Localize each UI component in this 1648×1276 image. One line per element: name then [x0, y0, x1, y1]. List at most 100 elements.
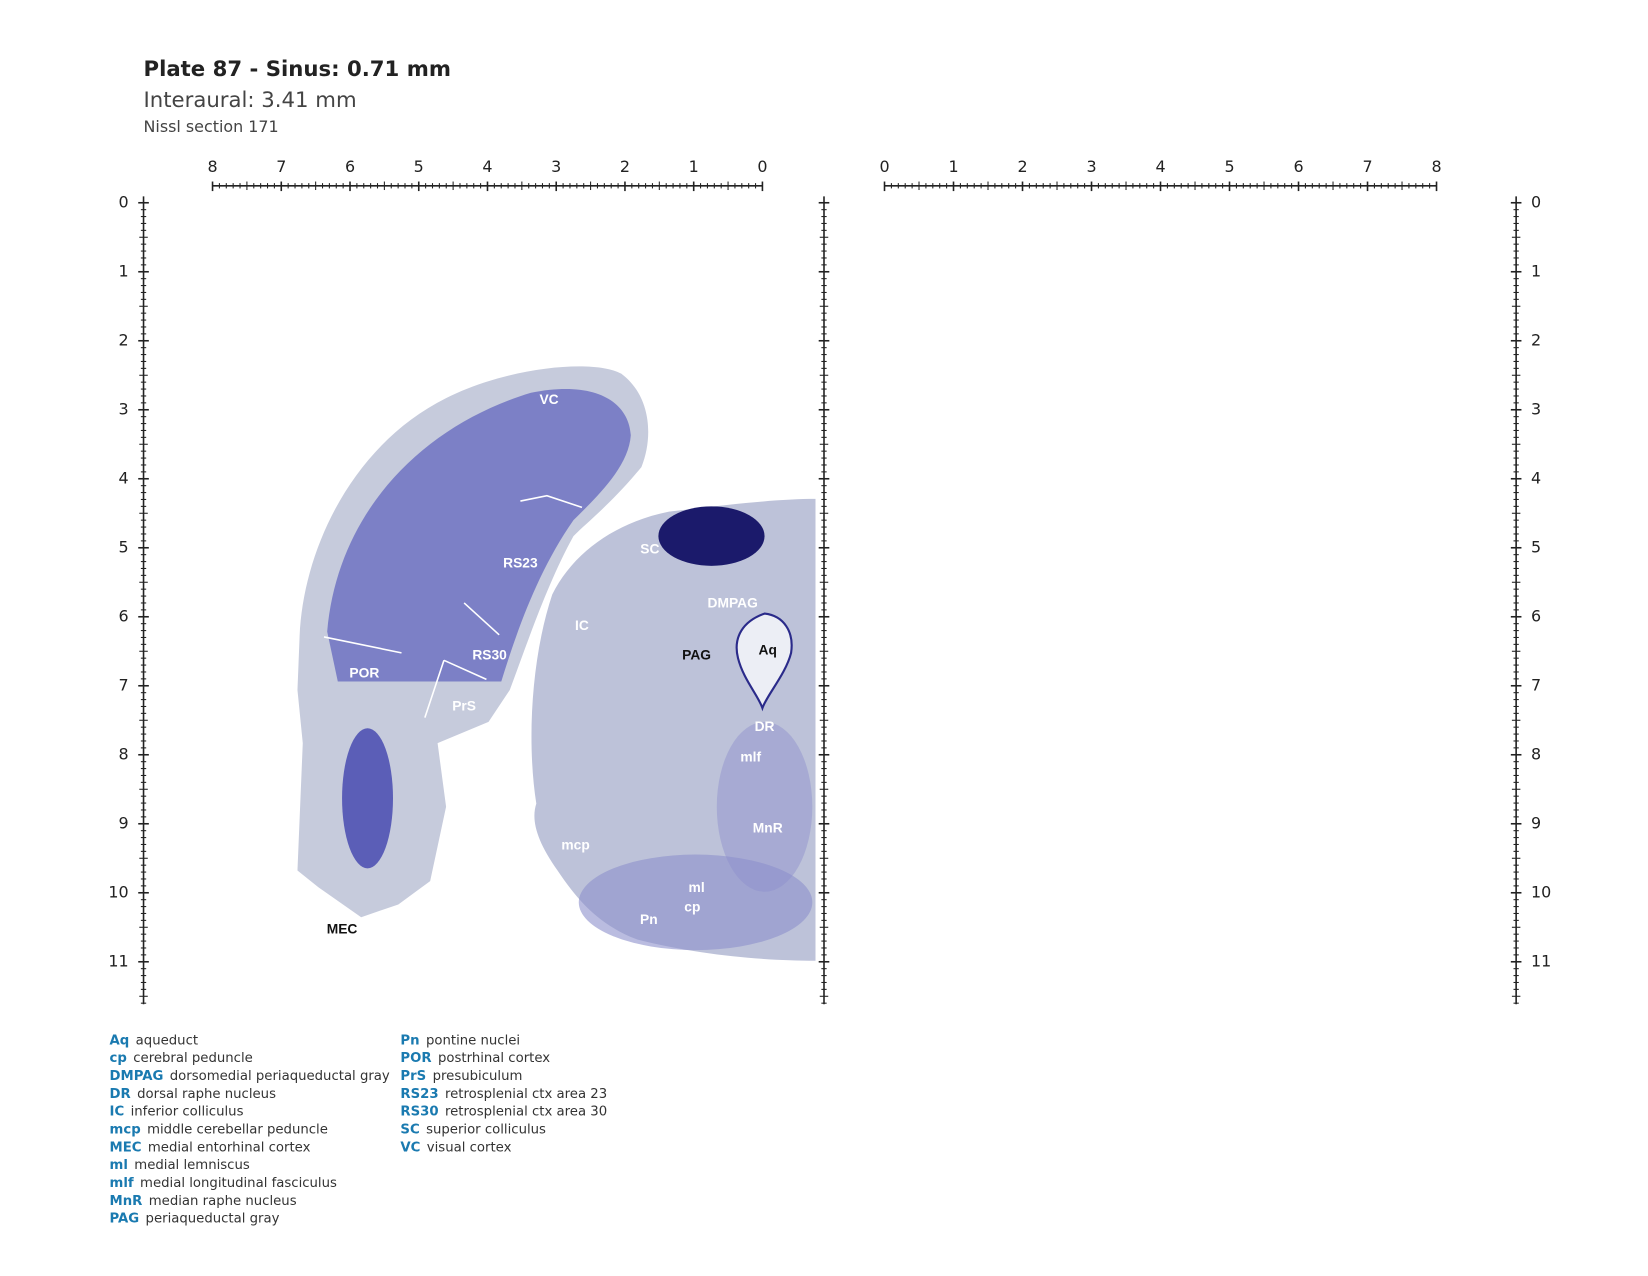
legend-abbr: mcp [110, 1123, 141, 1138]
legend-entry: RS30 retrosplenial ctx area 30 [400, 1105, 607, 1120]
region-label: ml [689, 880, 705, 895]
legend-entry: DR dorsal raphe nucleus [110, 1087, 277, 1102]
region-label: POR [349, 666, 379, 681]
legend-entry: mcp middle cerebellar peduncle [110, 1123, 328, 1138]
legend-abbr: ml [110, 1158, 128, 1173]
legend-abbr: mlf [110, 1176, 134, 1191]
legend-entry: SC superior colliculus [400, 1123, 546, 1138]
ruler-label: 8 [1431, 157, 1441, 176]
region-label: VC [539, 392, 558, 407]
ruler-label: 0 [757, 157, 767, 176]
ruler-label: 7 [1531, 675, 1541, 694]
ruler-label: 10 [1531, 882, 1551, 901]
ruler-label: 0 [879, 157, 889, 176]
ruler-label: 3 [1531, 399, 1541, 418]
legend-abbr: IC [110, 1105, 125, 1120]
region-label: DMPAG [708, 596, 758, 611]
legend-desc: retrosplenial ctx area 23 [445, 1087, 607, 1102]
legend-desc: medial longitudinal fasciculus [140, 1176, 337, 1191]
region-label: DR [755, 719, 775, 734]
legend-abbr: DMPAG [110, 1069, 164, 1084]
ruler-label: 3 [119, 399, 129, 418]
ruler-label: 4 [482, 157, 492, 176]
legend-abbr: PAG [110, 1212, 140, 1227]
ruler-label: 5 [1531, 537, 1541, 556]
region-label: MnR [753, 821, 783, 836]
ruler-label: 3 [551, 157, 561, 176]
legend-desc: medial lemniscus [134, 1158, 250, 1173]
legend-desc: retrosplenial ctx area 30 [445, 1105, 607, 1120]
ruler-label: 11 [1531, 951, 1551, 970]
ruler-label: 0 [1531, 192, 1541, 211]
ruler-label: 1 [689, 157, 699, 176]
rulers [138, 181, 1522, 1005]
legend-abbr: Aq [110, 1033, 130, 1048]
legend-entry: DMPAG dorsomedial periaqueductal gray [110, 1069, 390, 1084]
section: Nissl section 171 [144, 117, 279, 136]
legend-entry: cp cerebral peduncle [110, 1051, 253, 1066]
legend-abbr: cp [110, 1051, 127, 1066]
region-label: SC [640, 542, 659, 557]
legend-entry: VC visual cortex [400, 1140, 511, 1155]
region-label: PAG [682, 648, 711, 663]
ruler-label: 5 [1224, 157, 1234, 176]
region-label: RS23 [503, 555, 538, 570]
legend-entry: Aq aqueduct [110, 1033, 198, 1048]
legend-abbr: DR [110, 1087, 131, 1102]
ruler-label: 6 [1531, 606, 1541, 625]
legend-entry: MEC medial entorhinal cortex [110, 1140, 311, 1155]
legend-entry: IC inferior colliculus [110, 1105, 244, 1120]
ruler-label: 7 [1362, 157, 1372, 176]
ruler-label: 5 [414, 157, 424, 176]
ruler-label: 3 [1086, 157, 1096, 176]
region-label: RS30 [472, 648, 507, 663]
legend-desc: visual cortex [427, 1140, 512, 1155]
legend-desc: dorsal raphe nucleus [137, 1087, 276, 1102]
ruler-label: 8 [119, 744, 129, 763]
legend-entry: POR postrhinal cortex [400, 1051, 550, 1066]
ruler-label: 2 [1531, 330, 1541, 349]
legend-desc: medial entorhinal cortex [148, 1140, 311, 1155]
ruler-label: 11 [108, 951, 128, 970]
ruler-label: 7 [119, 675, 129, 694]
legend-desc: cerebral peduncle [133, 1051, 253, 1066]
ruler-label: 2 [119, 330, 129, 349]
region-label: PrS [452, 699, 476, 714]
legend-entry: ml medial lemniscus [110, 1158, 250, 1173]
ruler-label: 4 [1155, 157, 1165, 176]
legend-entry: RS23 retrosplenial ctx area 23 [400, 1087, 607, 1102]
ruler-label: 6 [1293, 157, 1303, 176]
ruler-label: 4 [119, 468, 129, 487]
legend-abbr: POR [400, 1051, 431, 1066]
legend-entry: Pn pontine nuclei [400, 1033, 520, 1048]
ruler-label: 2 [1017, 157, 1027, 176]
ruler-label: 1 [119, 261, 129, 280]
legend-desc: periaqueductal gray [146, 1212, 280, 1227]
ruler-label: 6 [119, 606, 129, 625]
ruler-label: 7 [276, 157, 286, 176]
title: Plate 87 - Sinus: 0.71 mm [144, 57, 451, 82]
legend-abbr: RS30 [400, 1105, 438, 1120]
legend-abbr: MEC [110, 1140, 142, 1155]
subtitle: Interaural: 3.41 mm [144, 88, 357, 113]
legend-abbr: MnR [110, 1194, 143, 1209]
legend-desc: dorsomedial periaqueductal gray [170, 1069, 390, 1084]
ruler-label: 9 [1531, 813, 1541, 832]
region-label: Pn [640, 912, 658, 927]
region-label: mcp [561, 838, 589, 853]
legend-desc: inferior colliculus [131, 1105, 244, 1120]
ruler-label: 8 [207, 157, 217, 176]
ruler-label: 2 [620, 157, 630, 176]
legend-desc: median raphe nucleus [149, 1194, 297, 1209]
ruler-label: 1 [948, 157, 958, 176]
legend-abbr: Pn [400, 1033, 419, 1048]
region-label: mlf [740, 750, 761, 765]
legend-entry: mlf medial longitudinal fasciculus [110, 1176, 337, 1191]
ruler-label: 5 [119, 537, 129, 556]
legend-abbr: VC [400, 1140, 420, 1155]
ruler-label: 4 [1531, 468, 1541, 487]
legend-desc: presubiculum [433, 1069, 523, 1084]
